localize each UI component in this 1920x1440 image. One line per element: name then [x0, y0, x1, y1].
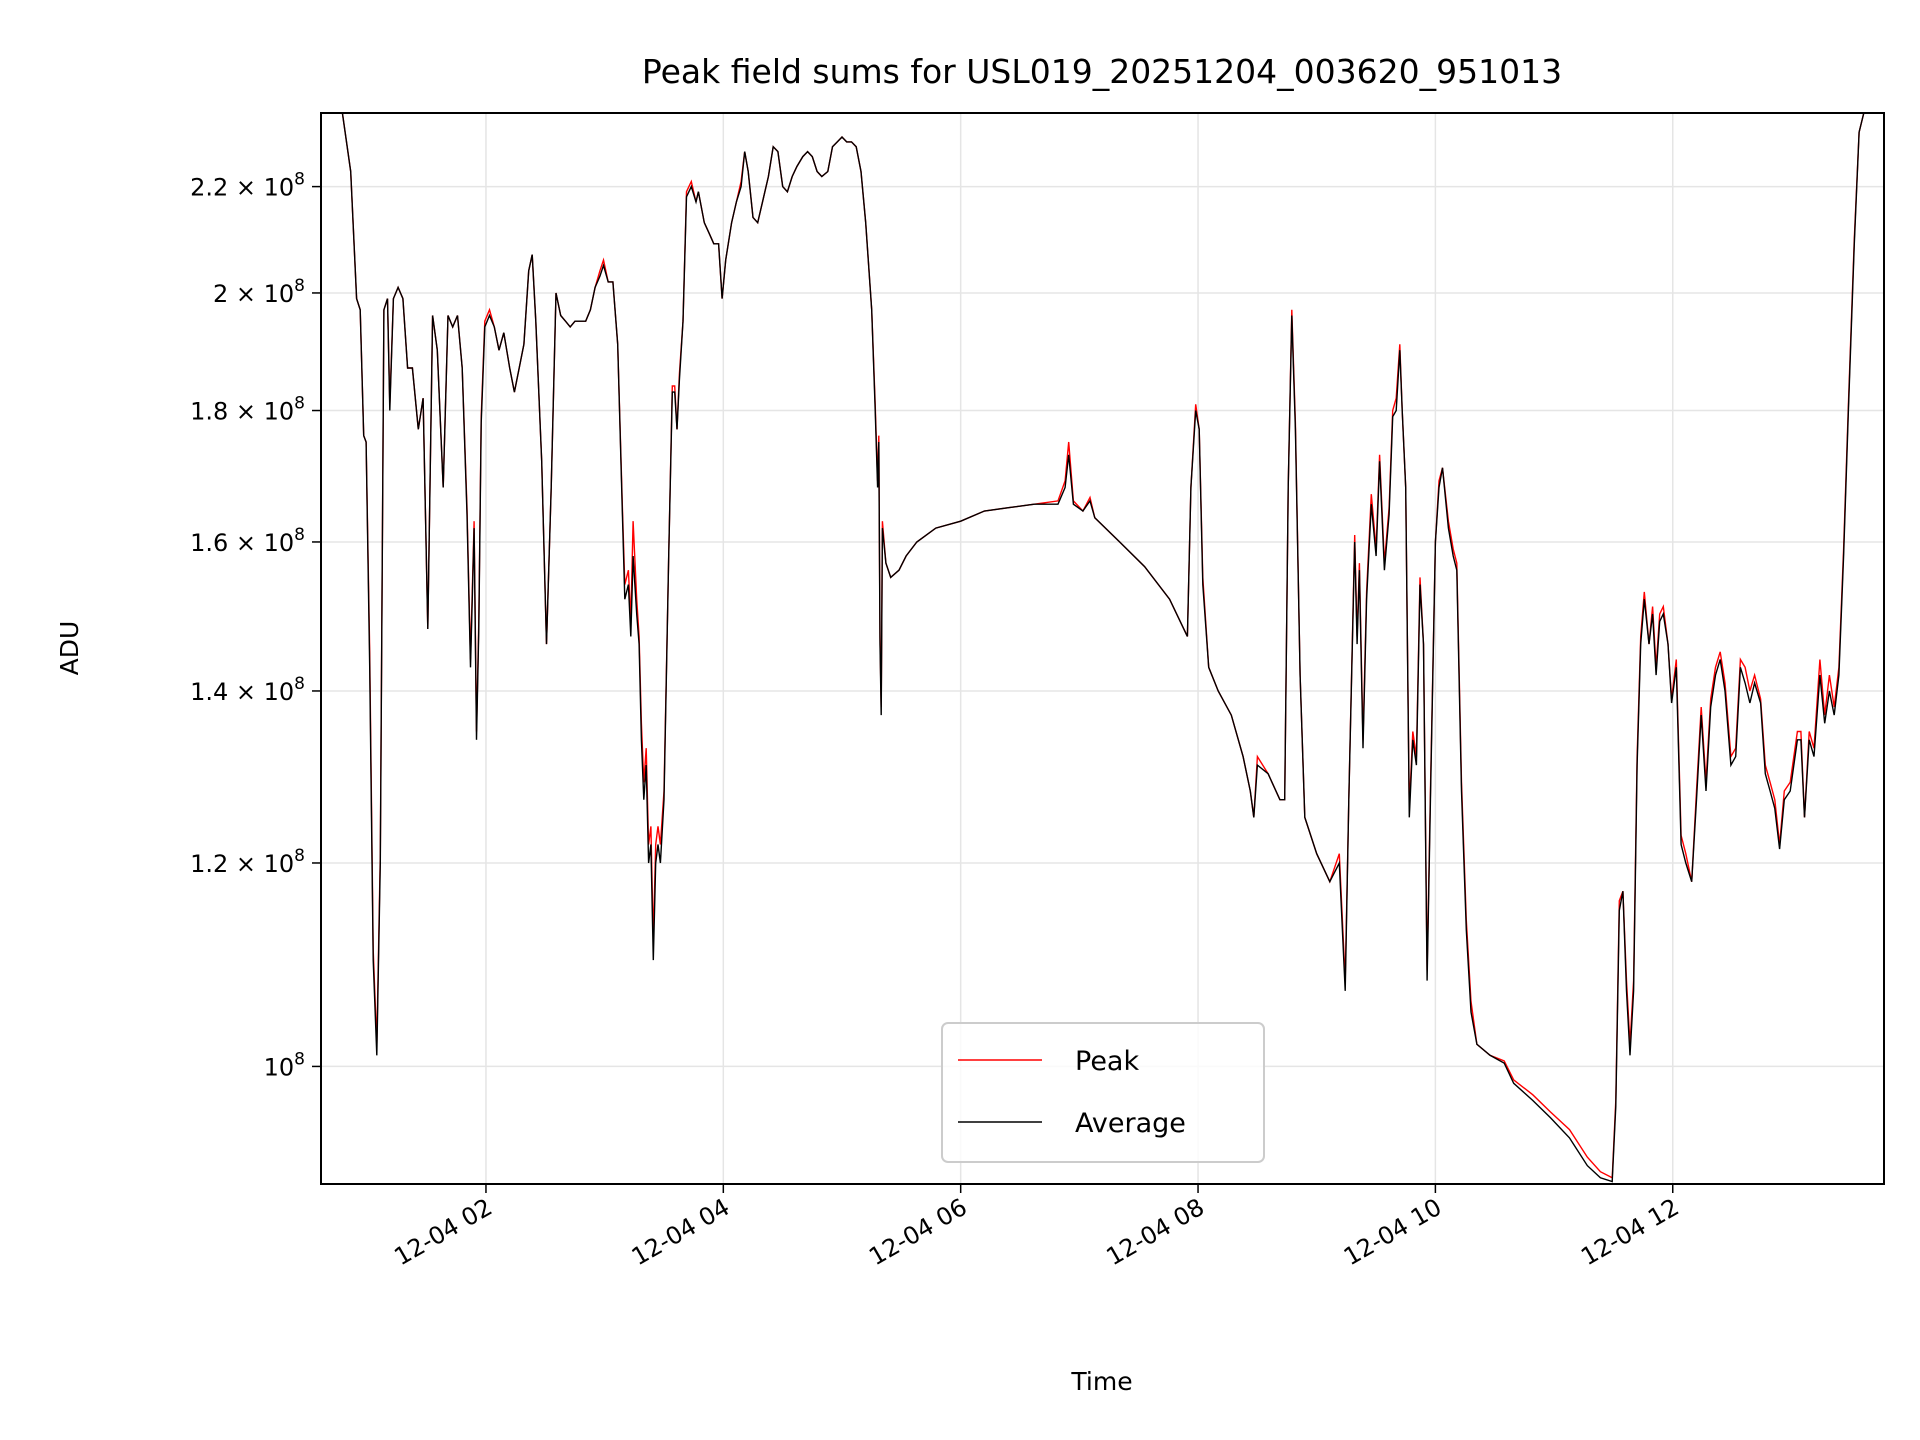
y-tick-label: 1.6 × 108 — [190, 525, 305, 557]
y-tick-label: 1.8 × 108 — [190, 394, 305, 426]
grid — [321, 113, 1884, 1184]
y-tick-label: 2 × 108 — [213, 276, 305, 308]
y-tick-label: 1.4 × 108 — [190, 674, 305, 706]
y-tick-label: 1.2 × 108 — [190, 846, 305, 878]
series-line-average — [321, 113, 1884, 1183]
x-axis-label: Time — [1070, 1367, 1132, 1396]
legend-peak-label: Peak — [1075, 1046, 1139, 1077]
plot-frame — [320, 112, 1885, 1185]
y-tick-label: 108 — [264, 1049, 305, 1081]
y-axis-label: ADU — [55, 621, 84, 676]
y-tick-label: 2.2 × 108 — [190, 170, 305, 202]
legend-box — [941, 1022, 1265, 1163]
legend-average-label: Average — [1075, 1108, 1186, 1139]
chart-title: Peak field sums for USL019_20251204_0036… — [642, 52, 1562, 91]
legend: Peak Average — [941, 1022, 1265, 1163]
y-axis: 108 1.2 × 108 1.4 × 108 1.6 × 108 1.8 × 108 2… — [190, 170, 321, 1081]
series-lines — [321, 113, 1884, 1183]
